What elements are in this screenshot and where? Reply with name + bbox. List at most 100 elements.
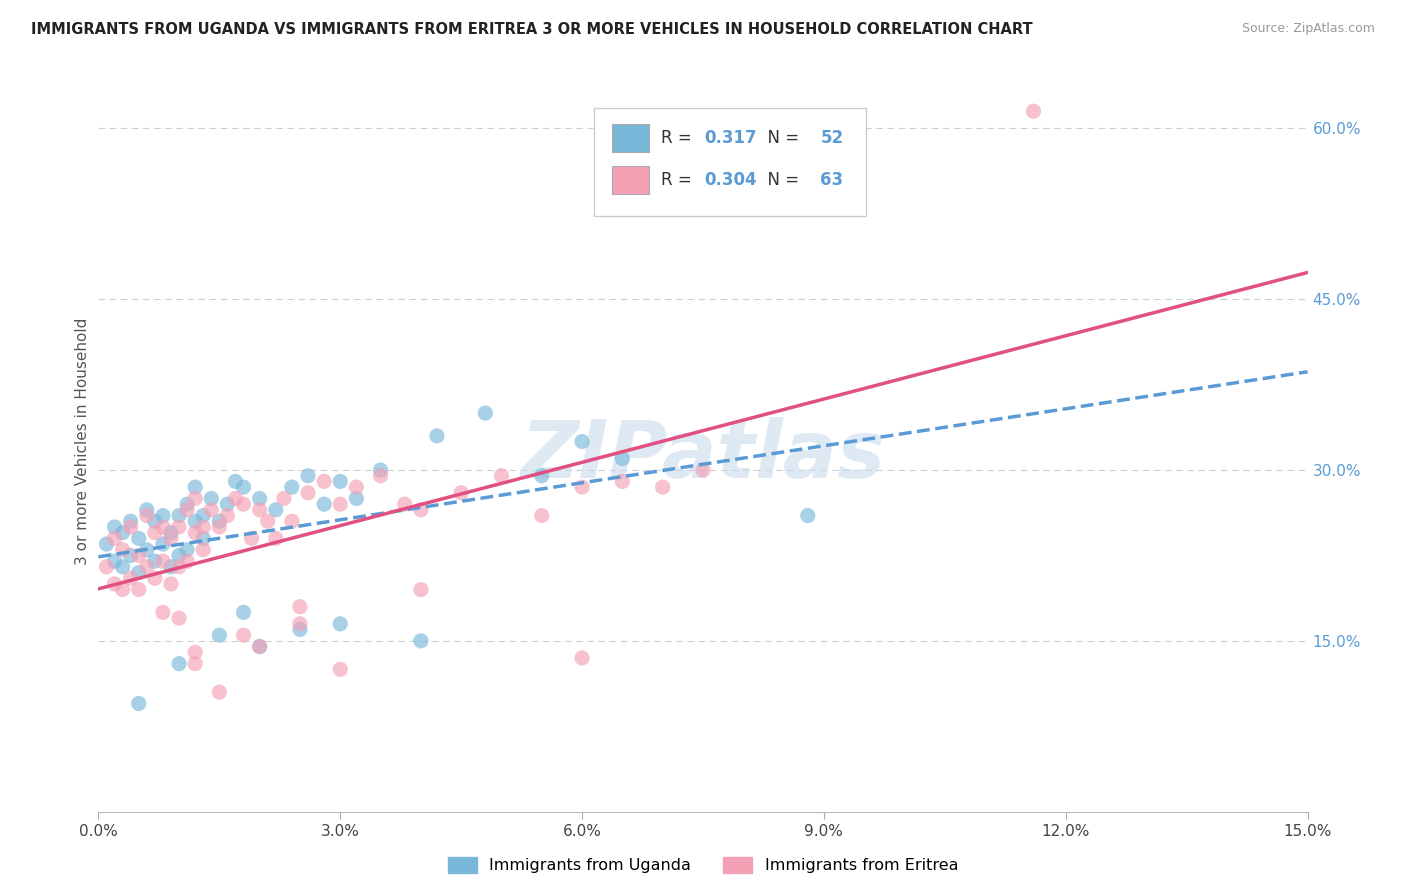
- Immigrants from Eritrea: [1022, 104, 1045, 119]
- Immigrants from Uganda: [208, 514, 231, 528]
- Text: R =: R =: [661, 171, 697, 189]
- Immigrants from Eritrea: [612, 475, 634, 489]
- Immigrants from Uganda: [344, 491, 367, 506]
- Immigrants from Eritrea: [128, 582, 150, 597]
- Immigrants from Uganda: [288, 623, 311, 637]
- Immigrants from Uganda: [128, 566, 150, 580]
- Immigrants from Eritrea: [167, 611, 190, 625]
- Immigrants from Uganda: [612, 451, 634, 466]
- Immigrants from Uganda: [193, 508, 215, 523]
- Immigrants from Eritrea: [344, 480, 367, 494]
- Immigrants from Eritrea: [103, 577, 125, 591]
- Immigrants from Uganda: [152, 508, 174, 523]
- Immigrants from Uganda: [143, 554, 166, 568]
- Immigrants from Uganda: [426, 429, 449, 443]
- Immigrants from Eritrea: [184, 657, 207, 671]
- Immigrants from Eritrea: [256, 514, 278, 528]
- Immigrants from Uganda: [96, 537, 118, 551]
- Immigrants from Uganda: [571, 434, 593, 449]
- Immigrants from Eritrea: [249, 640, 271, 654]
- Text: IMMIGRANTS FROM UGANDA VS IMMIGRANTS FROM ERITREA 3 OR MORE VEHICLES IN HOUSEHOL: IMMIGRANTS FROM UGANDA VS IMMIGRANTS FRO…: [31, 22, 1032, 37]
- Immigrants from Uganda: [176, 542, 198, 557]
- Immigrants from Uganda: [200, 491, 222, 506]
- Immigrants from Uganda: [329, 475, 352, 489]
- Text: 0.304: 0.304: [704, 171, 756, 189]
- Immigrants from Uganda: [530, 468, 553, 483]
- Immigrants from Eritrea: [152, 520, 174, 534]
- Y-axis label: 3 or more Vehicles in Household: 3 or more Vehicles in Household: [75, 318, 90, 566]
- Immigrants from Eritrea: [217, 508, 239, 523]
- Immigrants from Eritrea: [184, 645, 207, 659]
- Immigrants from Eritrea: [571, 651, 593, 665]
- Immigrants from Uganda: [103, 520, 125, 534]
- Immigrants from Eritrea: [264, 532, 287, 546]
- Immigrants from Uganda: [167, 657, 190, 671]
- Immigrants from Eritrea: [135, 559, 157, 574]
- Immigrants from Uganda: [167, 549, 190, 563]
- Text: N =: N =: [758, 171, 804, 189]
- Immigrants from Uganda: [111, 525, 134, 540]
- Immigrants from Eritrea: [176, 503, 198, 517]
- Immigrants from Eritrea: [288, 599, 311, 614]
- Immigrants from Uganda: [103, 554, 125, 568]
- Immigrants from Uganda: [409, 633, 432, 648]
- Legend: Immigrants from Uganda, Immigrants from Eritrea: Immigrants from Uganda, Immigrants from …: [441, 850, 965, 880]
- Immigrants from Uganda: [208, 628, 231, 642]
- Immigrants from Eritrea: [143, 525, 166, 540]
- Immigrants from Uganda: [120, 549, 142, 563]
- Immigrants from Uganda: [281, 480, 304, 494]
- Immigrants from Eritrea: [111, 542, 134, 557]
- Immigrants from Eritrea: [160, 577, 183, 591]
- Immigrants from Eritrea: [167, 559, 190, 574]
- Immigrants from Eritrea: [143, 571, 166, 585]
- Text: 63: 63: [820, 171, 844, 189]
- Immigrants from Uganda: [111, 559, 134, 574]
- Bar: [613, 166, 648, 194]
- Immigrants from Uganda: [184, 514, 207, 528]
- Immigrants from Uganda: [143, 514, 166, 528]
- Immigrants from Eritrea: [409, 503, 432, 517]
- Immigrants from Eritrea: [232, 628, 254, 642]
- Immigrants from Uganda: [160, 559, 183, 574]
- Immigrants from Eritrea: [240, 532, 263, 546]
- Immigrants from Eritrea: [409, 582, 432, 597]
- Immigrants from Eritrea: [160, 532, 183, 546]
- Immigrants from Uganda: [224, 475, 246, 489]
- Immigrants from Eritrea: [103, 532, 125, 546]
- Immigrants from Eritrea: [224, 491, 246, 506]
- Immigrants from Uganda: [264, 503, 287, 517]
- Immigrants from Uganda: [120, 514, 142, 528]
- Immigrants from Eritrea: [651, 480, 673, 494]
- Immigrants from Eritrea: [491, 468, 513, 483]
- Text: 52: 52: [820, 129, 844, 147]
- Text: N =: N =: [758, 129, 804, 147]
- Immigrants from Eritrea: [314, 475, 336, 489]
- Immigrants from Eritrea: [394, 497, 416, 511]
- Immigrants from Eritrea: [297, 485, 319, 500]
- Immigrants from Eritrea: [329, 662, 352, 676]
- Immigrants from Eritrea: [120, 571, 142, 585]
- Immigrants from Eritrea: [111, 582, 134, 597]
- Immigrants from Uganda: [249, 640, 271, 654]
- Immigrants from Uganda: [135, 503, 157, 517]
- Immigrants from Uganda: [329, 616, 352, 631]
- Immigrants from Uganda: [167, 508, 190, 523]
- Immigrants from Uganda: [152, 537, 174, 551]
- Immigrants from Uganda: [249, 491, 271, 506]
- Immigrants from Uganda: [297, 468, 319, 483]
- FancyBboxPatch shape: [595, 109, 866, 216]
- Immigrants from Uganda: [128, 697, 150, 711]
- Immigrants from Eritrea: [152, 554, 174, 568]
- Text: R =: R =: [661, 129, 697, 147]
- Immigrants from Eritrea: [176, 554, 198, 568]
- Immigrants from Eritrea: [281, 514, 304, 528]
- Immigrants from Eritrea: [692, 463, 714, 477]
- Immigrants from Eritrea: [530, 508, 553, 523]
- Immigrants from Eritrea: [249, 503, 271, 517]
- Immigrants from Eritrea: [370, 468, 392, 483]
- Immigrants from Eritrea: [232, 497, 254, 511]
- Immigrants from Eritrea: [152, 606, 174, 620]
- Immigrants from Eritrea: [184, 525, 207, 540]
- Immigrants from Uganda: [474, 406, 496, 420]
- Immigrants from Uganda: [193, 532, 215, 546]
